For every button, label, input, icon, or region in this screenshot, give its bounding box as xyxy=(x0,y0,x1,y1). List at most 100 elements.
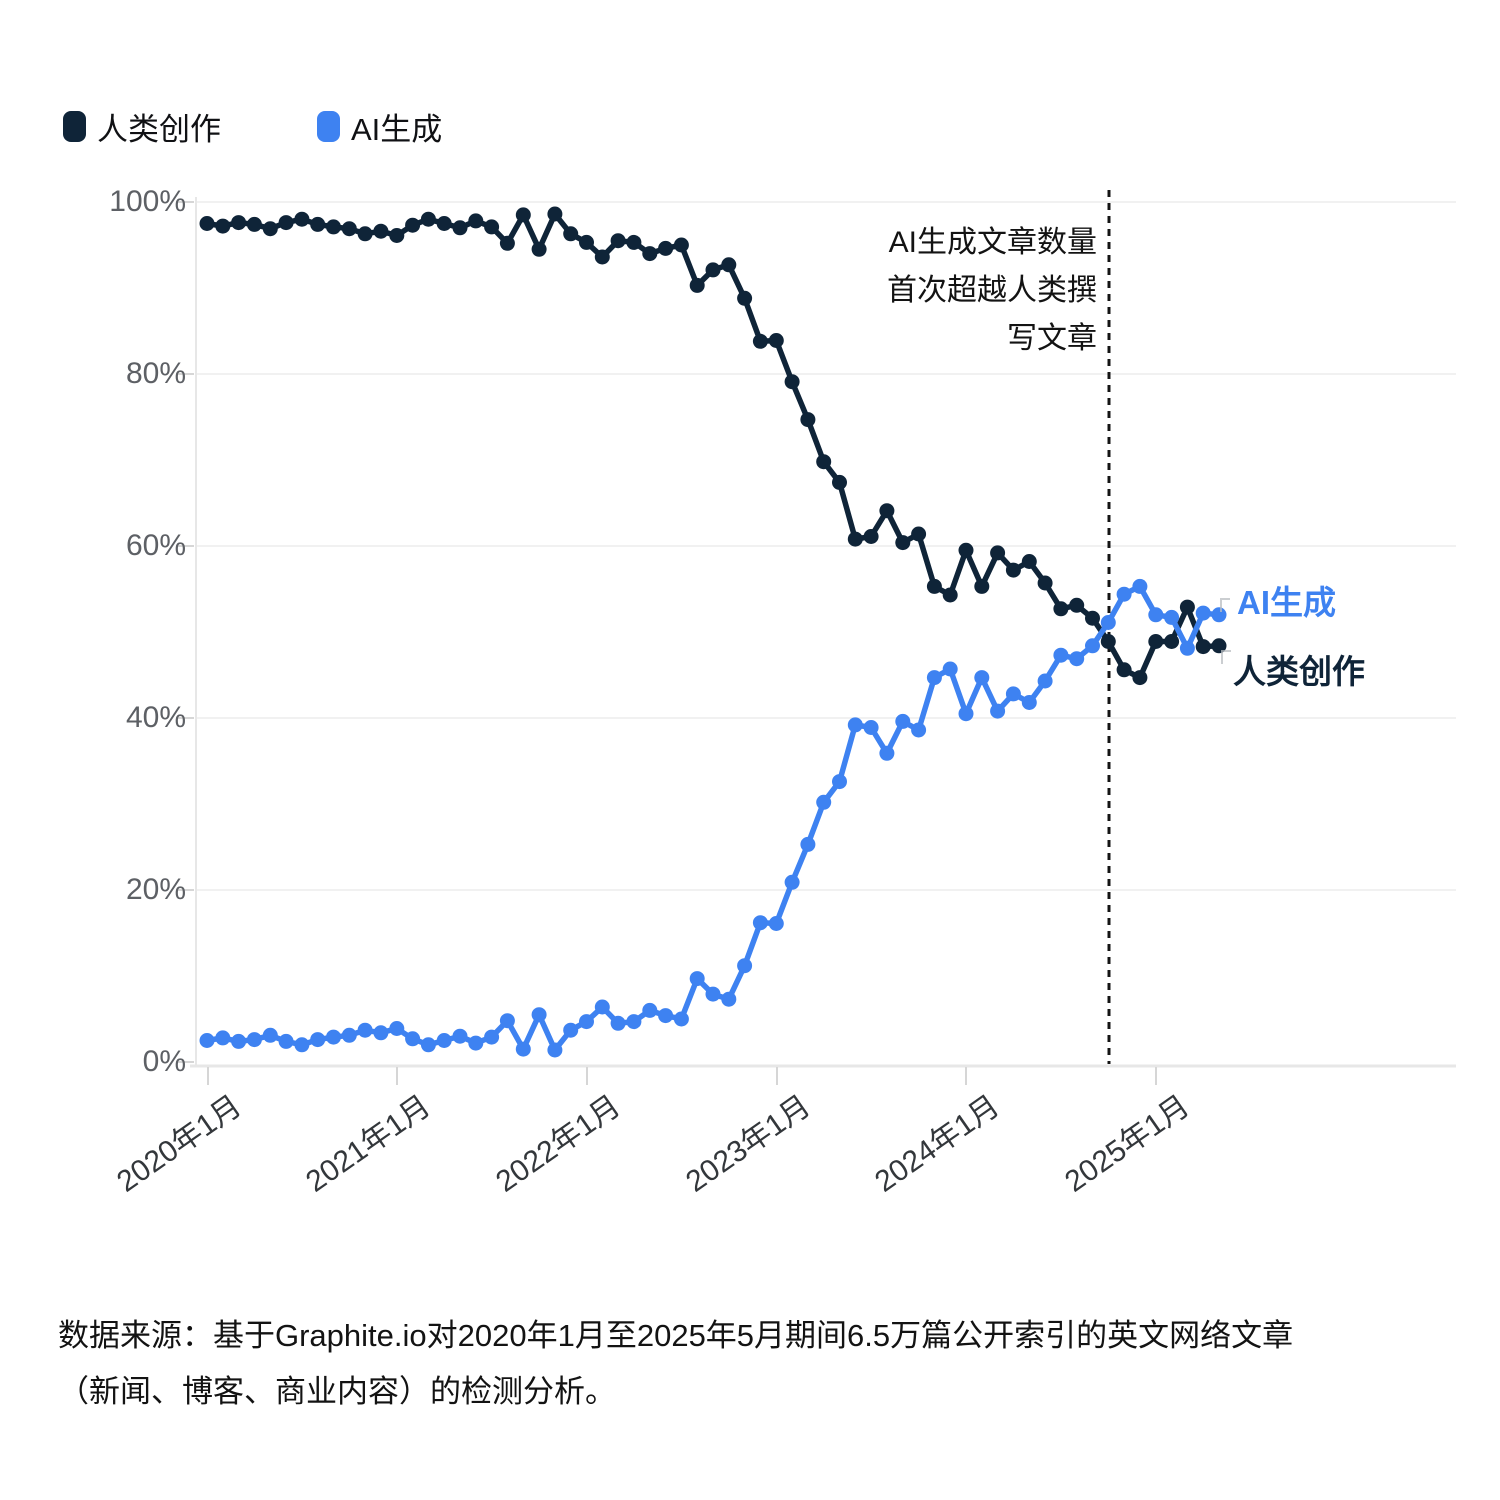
ai-data-point xyxy=(942,661,958,677)
human-data-point xyxy=(262,221,278,237)
ai-data-point xyxy=(926,670,942,686)
human-data-point xyxy=(942,587,958,603)
ai-data-point xyxy=(1053,647,1069,663)
human-data-point xyxy=(658,240,674,256)
ai-data-point xyxy=(911,722,927,738)
y-tick-marks xyxy=(176,201,194,1063)
ai-data-point xyxy=(199,1033,215,1048)
human-data-point xyxy=(610,233,626,249)
axis-lines xyxy=(190,197,1456,1068)
ai-data-point xyxy=(816,794,832,810)
human-data-point xyxy=(499,235,515,251)
human-data-point xyxy=(246,216,262,232)
ai-data-point xyxy=(752,915,768,931)
ai-data-point xyxy=(832,774,847,790)
ai-data-point xyxy=(310,1032,326,1048)
source-note-line: （新闻、博客、商业内容）的检测分析。 xyxy=(58,1374,616,1409)
ai-data-point xyxy=(958,706,974,722)
ai-data-point xyxy=(357,1022,373,1038)
ai-data-point xyxy=(1132,578,1148,594)
ai-data-point xyxy=(484,1029,500,1045)
ai-data-point xyxy=(1116,586,1132,602)
human-data-point xyxy=(958,542,974,558)
ai-data-point xyxy=(563,1022,579,1038)
ai-data-point xyxy=(294,1037,310,1053)
legend-label-ai: AI生成 xyxy=(351,112,443,147)
ai-data-point xyxy=(974,670,990,686)
y-tick-label-100: 100% xyxy=(109,185,186,218)
human-data-point xyxy=(879,503,895,519)
human-data-point xyxy=(547,206,563,222)
human-data-point xyxy=(452,220,468,236)
annotation-line: AI生成文章数量 xyxy=(888,226,1097,259)
human-data-point xyxy=(278,215,294,231)
human-data-point xyxy=(705,262,721,278)
ai-data-point xyxy=(705,986,721,1002)
annotation-line: 首次超越人类撰 xyxy=(887,274,1097,307)
x-tick-marks xyxy=(207,1067,1157,1085)
ai-data-point xyxy=(231,1033,247,1049)
ai-data-point xyxy=(1164,609,1180,625)
ai-data-point xyxy=(420,1037,436,1053)
human-data-point xyxy=(484,219,500,235)
human-data-point xyxy=(515,207,531,223)
human-data-point xyxy=(911,526,927,542)
human-data-point xyxy=(341,221,357,237)
ai-data-point xyxy=(389,1021,405,1036)
ai-data-point xyxy=(1195,605,1211,621)
human-data-point xyxy=(199,216,215,231)
human-data-point xyxy=(1164,634,1180,649)
human-data-point xyxy=(752,333,768,349)
ai-data-point xyxy=(610,1015,626,1031)
human-data-point xyxy=(563,226,579,242)
ai-data-point xyxy=(800,836,816,852)
ai-data-point xyxy=(768,916,784,931)
ai-data-point xyxy=(468,1035,484,1051)
human-data-point xyxy=(1069,597,1085,613)
human-data-point xyxy=(737,290,753,306)
human-data-point xyxy=(1195,639,1211,655)
human-data-point xyxy=(800,412,816,428)
human-data-point xyxy=(1132,670,1148,686)
horizontal-gridlines xyxy=(195,201,1456,891)
human-data-point xyxy=(689,277,705,293)
human-data-point xyxy=(531,241,547,257)
ai-data-point xyxy=(721,991,737,1007)
ai-data-point xyxy=(689,971,705,987)
ai-data-point xyxy=(1211,607,1227,623)
ai-data-point xyxy=(1148,607,1164,623)
crossover-annotation: AI生成文章数量 首次超越人类撰 写文章 xyxy=(887,219,1097,363)
series-end-label-ai: AI生成 xyxy=(1237,584,1336,621)
series-end-label-human: 人类创作 xyxy=(1233,653,1365,690)
human-data-point xyxy=(357,226,373,242)
human-data-point xyxy=(626,234,642,250)
legend-item-human: 人类创作 xyxy=(63,104,221,149)
legend-swatch-ai xyxy=(317,111,340,142)
ai-data-point xyxy=(1005,686,1021,702)
ai-data-point xyxy=(515,1041,531,1057)
y-tick-label-80: 80% xyxy=(125,357,186,390)
legend-label-human: 人类创作 xyxy=(97,112,221,147)
ai-data-point xyxy=(262,1027,278,1043)
ai-data-point xyxy=(436,1033,452,1048)
human-data-point xyxy=(1021,554,1037,569)
human-data-point xyxy=(1005,562,1021,578)
human-data-point xyxy=(1211,638,1227,654)
human-data-point xyxy=(405,217,421,233)
ai-data-point xyxy=(326,1029,341,1045)
human-data-point xyxy=(1179,599,1195,615)
ai-data-point xyxy=(658,1008,674,1024)
ai-data-point xyxy=(547,1042,563,1058)
ai-data-point xyxy=(1037,673,1053,689)
ai-data-point xyxy=(1021,695,1037,710)
y-tick-label-0: 0% xyxy=(142,1045,186,1078)
human-data-point xyxy=(768,333,784,348)
human-data-point xyxy=(231,215,247,231)
ai-data-point xyxy=(863,720,879,735)
ai-data-point xyxy=(673,1011,689,1027)
human-data-point xyxy=(468,213,484,229)
human-data-point xyxy=(1053,601,1069,617)
ai-data-point xyxy=(879,745,895,761)
data-series-layer xyxy=(199,206,1227,1058)
human-data-point xyxy=(215,218,231,234)
